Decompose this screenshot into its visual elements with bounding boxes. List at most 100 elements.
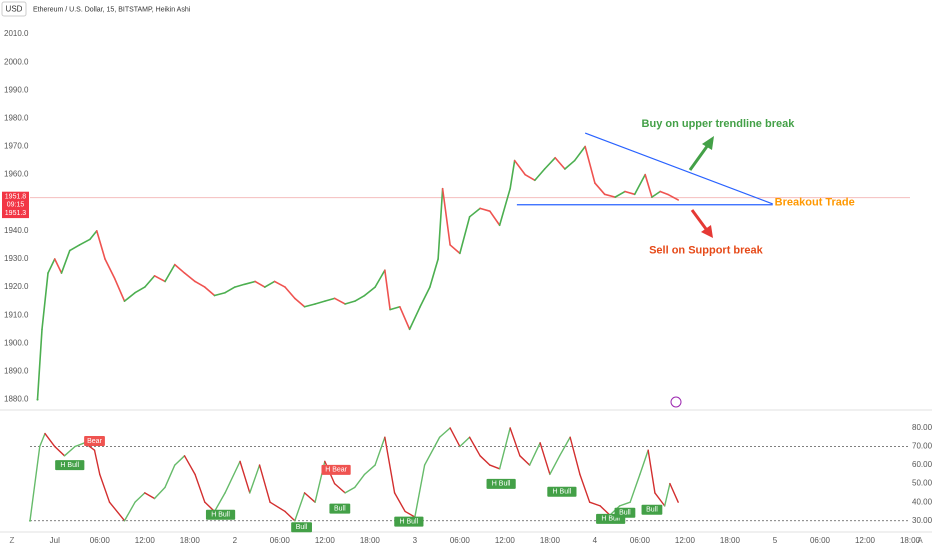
series-segment [123,291,136,302]
series-segment [408,305,421,331]
arrows [688,136,714,238]
series-segment [599,505,611,516]
series-segment [113,277,126,302]
series-segment [498,427,511,470]
x-tick-label: 5 [773,536,778,545]
series-segment [363,464,376,476]
y-tick-label: 1930.0 [4,254,29,263]
series-segment [618,501,631,507]
series-segment [419,286,431,308]
series-segment [519,455,531,466]
series-segment [374,269,386,288]
series-segment [509,159,516,190]
last-price-box [2,191,29,211]
series-segment [213,492,226,513]
series-segment [224,286,236,294]
series-segment [224,460,241,494]
currency[interactable]: USD [6,5,23,14]
signal-box [547,486,577,497]
scale-button[interactable]: A [917,536,923,545]
series-segment [449,427,461,448]
series-segment [663,482,671,507]
series-segment [554,156,566,170]
series-segment [273,280,286,288]
series-segment [314,300,326,305]
x-tick-label: 18:00 [900,536,921,545]
series-segment [243,280,256,286]
last-price: 1951.8 [5,194,27,201]
series-segment [68,244,81,252]
signal-label: Bull [334,506,346,513]
series-segment [354,473,366,489]
series-segment [569,436,581,476]
series-segment [194,473,206,503]
x-tick-label: Jul [50,536,60,545]
y-tick-label: 1960.0 [4,170,29,179]
series-segment [234,283,246,288]
series-segment [594,182,606,196]
event-icon[interactable] [670,396,682,408]
x-tick-label: 06:00 [90,536,111,545]
y-tick-label: 1900.0 [4,338,29,347]
signal-box [84,435,105,446]
buy-arrow-head [702,136,714,150]
series-segment [468,436,481,457]
y-tick-label: 40.00 [912,497,932,506]
series-segment [429,258,439,288]
x-tick-label: 12:00 [495,536,516,545]
series-segment [203,286,216,297]
series-segment [264,280,276,288]
sell-arrow-head [701,225,713,238]
series-segment [53,258,63,274]
currency-button[interactable] [1,1,27,17]
series-segment [183,272,196,283]
x-tick-label: 12:00 [135,536,156,545]
y-tick-label: 2010.0 [4,29,29,38]
series-segment [213,291,226,297]
series-segment [479,207,491,212]
x-tick-label: 3 [413,536,418,545]
sell-arrow [690,209,708,230]
series-segment [654,492,666,507]
signal-label: Bear [87,438,102,445]
signal-box [641,504,663,515]
x-tick-label: 18:00 [360,536,381,545]
signal-label: H Bull [60,462,79,469]
series-segment [564,159,576,170]
series-segment [104,258,116,280]
series-segment [489,210,501,227]
y-tick-label: 2000.0 [4,57,29,66]
x-tick-label: 06:00 [630,536,651,545]
signal-label: H Bull [400,518,419,525]
series-segment [144,492,156,500]
countdown: 09:15 [7,202,25,209]
series-segment [459,216,471,255]
series-segment [549,455,561,476]
prev-close: 1951.3 [5,210,27,217]
series-segment [194,280,206,288]
series-segment [74,442,86,448]
x-tick-label: 06:00 [270,536,291,545]
y-tick-label: 1980.0 [4,114,29,123]
series-segment [584,145,596,184]
signal-box [614,507,636,518]
series-segment [89,230,98,241]
signal-label: Bull [646,507,658,514]
series-segment [659,190,669,196]
x-tick-label: 18:00 [720,536,741,545]
series-segment [123,501,136,522]
scale-button[interactable]: Z [10,536,15,545]
series-segment [666,193,679,201]
series-segment [99,473,111,503]
y-tick-label: 60.00 [912,460,932,469]
y-tick-label: 70.00 [912,442,932,451]
annotation: Sell on Support break [649,244,764,256]
annotation: Buy on upper trendline break [642,118,796,130]
series-segment [639,449,649,476]
series-segment [374,436,386,466]
x-tick-label: 06:00 [450,536,471,545]
series-segment [404,510,416,518]
series-segment [294,297,306,308]
series-segment [459,436,471,448]
series-segment [624,190,636,196]
